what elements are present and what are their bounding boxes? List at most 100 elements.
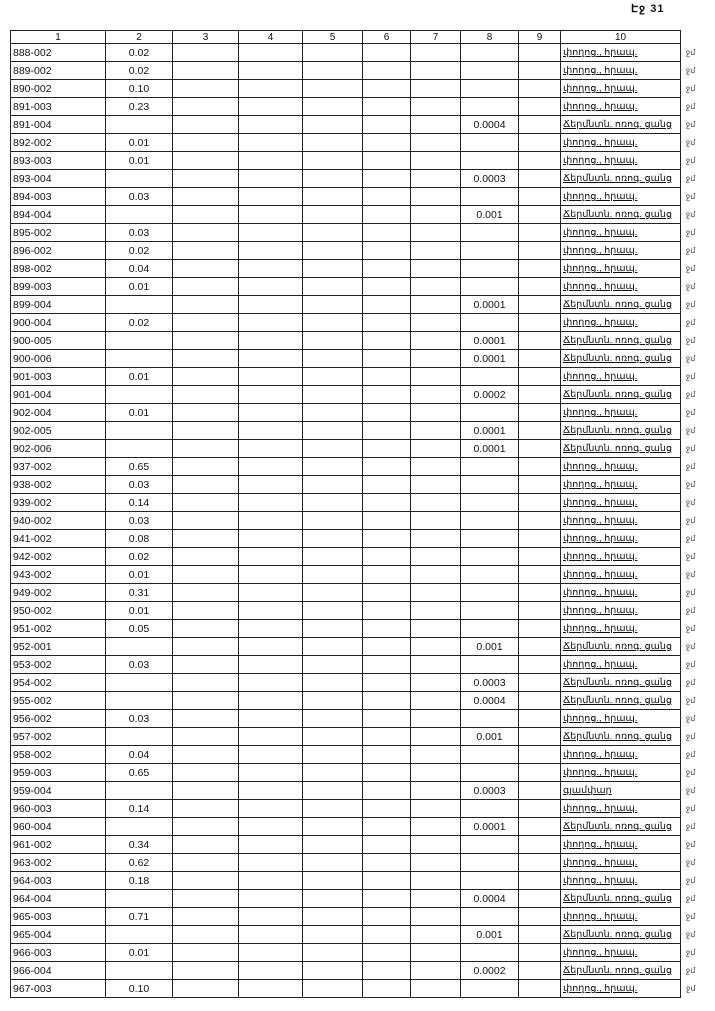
empty-cell	[410, 97, 461, 116]
empty-cell	[172, 853, 239, 872]
empty-cell	[238, 619, 303, 638]
empty-cell	[172, 403, 239, 422]
cell-col-2: 0.34	[105, 835, 173, 854]
empty-cell	[410, 475, 461, 494]
empty-cell	[302, 169, 363, 188]
empty-cell	[410, 637, 461, 656]
empty-cell	[362, 835, 411, 854]
table-row: 892-002 0.01 փողոց., հրապ. ջմ	[10, 133, 701, 152]
empty-cell	[172, 421, 239, 440]
empty-cell	[172, 241, 239, 260]
empty-cell	[238, 331, 303, 350]
empty-cell	[410, 745, 461, 764]
cell-col-1: 965-004	[10, 925, 106, 944]
empty-cell	[518, 187, 561, 206]
empty-cell	[302, 853, 363, 872]
cell-col-2: 0.02	[105, 43, 173, 62]
empty-cell	[172, 457, 239, 476]
empty-cell	[518, 457, 561, 476]
margin-mark: ջմ	[685, 534, 696, 543]
empty-cell	[518, 979, 561, 998]
cell-col-8	[460, 565, 519, 584]
empty-cell	[362, 583, 411, 602]
column-header-8: 8	[460, 30, 519, 44]
cell-col-8: 0.001	[460, 205, 519, 224]
table-row: 893-003 0.01 փողոց., հրապ. ջմ	[10, 151, 701, 170]
table-row: 899-003 0.01 փողոց., հրապ. ջմ	[10, 277, 701, 296]
empty-cell	[172, 313, 239, 332]
cell-col-10: փողոց., հրապ.	[560, 277, 681, 296]
empty-cell	[362, 295, 411, 314]
table-row: 943-002 0.01 փողոց., հրապ. ջմ	[10, 565, 701, 584]
empty-cell	[362, 43, 411, 62]
empty-cell	[362, 673, 411, 692]
margin-mark: ջմ	[685, 984, 696, 993]
table-row: 955-002 0.0004 Ճերմնտն. ոռոգ. ցանց ջմ	[10, 691, 701, 710]
cell-col-1: 896-002	[10, 241, 106, 260]
cell-col-2: 0.04	[105, 745, 173, 764]
empty-cell	[302, 529, 363, 548]
cell-col-10: Ճերմնտն. ոռոգ. ցանց	[560, 295, 681, 314]
cell-col-8	[460, 763, 519, 782]
empty-cell	[238, 583, 303, 602]
empty-cell	[362, 853, 411, 872]
empty-cell	[302, 583, 363, 602]
margin-mark: ջմ	[685, 552, 696, 561]
cell-col-1: 891-004	[10, 115, 106, 134]
empty-cell	[302, 349, 363, 368]
margin-mark: ջմ	[685, 210, 696, 219]
table-row: 902-004 0.01 փողոց., հրապ. ջմ	[10, 403, 701, 422]
empty-cell	[410, 961, 461, 980]
table-row: 959-004 0.0003 գյամփար ջմ	[10, 781, 701, 800]
cell-col-8	[460, 259, 519, 278]
empty-cell	[172, 799, 239, 818]
empty-cell	[518, 61, 561, 80]
empty-cell	[238, 637, 303, 656]
empty-cell	[302, 925, 363, 944]
cell-col-2: 0.02	[105, 313, 173, 332]
empty-cell	[518, 133, 561, 152]
empty-cell	[302, 799, 363, 818]
empty-cell	[518, 259, 561, 278]
cell-col-2	[105, 961, 173, 980]
cell-col-8	[460, 907, 519, 926]
margin-mark: ջմ	[685, 876, 696, 885]
cell-col-1: 938-002	[10, 475, 106, 494]
empty-cell	[410, 79, 461, 98]
empty-cell	[172, 817, 239, 836]
empty-cell	[410, 817, 461, 836]
empty-cell	[410, 349, 461, 368]
empty-cell	[302, 763, 363, 782]
cell-col-1: 893-003	[10, 151, 106, 170]
margin-mark: ջմ	[685, 660, 696, 669]
cell-col-1: 955-002	[10, 691, 106, 710]
empty-cell	[238, 835, 303, 854]
empty-cell	[518, 871, 561, 890]
empty-cell	[410, 223, 461, 242]
cell-col-1: 964-003	[10, 871, 106, 890]
cell-col-8	[460, 187, 519, 206]
table-row: 941-002 0.08 փողոց., հրապ. ջմ	[10, 529, 701, 548]
cell-col-2: 0.14	[105, 799, 173, 818]
cell-col-1: 891-003	[10, 97, 106, 116]
empty-cell	[518, 241, 561, 260]
cell-col-8: 0.0001	[460, 817, 519, 836]
cell-col-2	[105, 673, 173, 692]
margin-mark: ջմ	[685, 138, 696, 147]
empty-cell	[302, 79, 363, 98]
margin-mark: ջմ	[685, 768, 696, 777]
table-row: 949-002 0.31 փողոց., հրապ. ջմ	[10, 583, 701, 602]
cell-col-2: 0.01	[105, 133, 173, 152]
empty-cell	[518, 493, 561, 512]
table-row: 942-002 0.02 փողոց., հրապ. ջմ	[10, 547, 701, 566]
empty-cell	[362, 763, 411, 782]
empty-cell	[238, 943, 303, 962]
table-row: 894-004 0.001 Ճերմնտն. ոռոգ. ցանց ջմ	[10, 205, 701, 224]
cell-col-2: 0.18	[105, 871, 173, 890]
empty-cell	[362, 871, 411, 890]
margin-mark: ջմ	[685, 624, 696, 633]
cell-col-8	[460, 43, 519, 62]
empty-cell	[362, 169, 411, 188]
margin-mark: ջմ	[685, 120, 696, 129]
empty-cell	[238, 763, 303, 782]
